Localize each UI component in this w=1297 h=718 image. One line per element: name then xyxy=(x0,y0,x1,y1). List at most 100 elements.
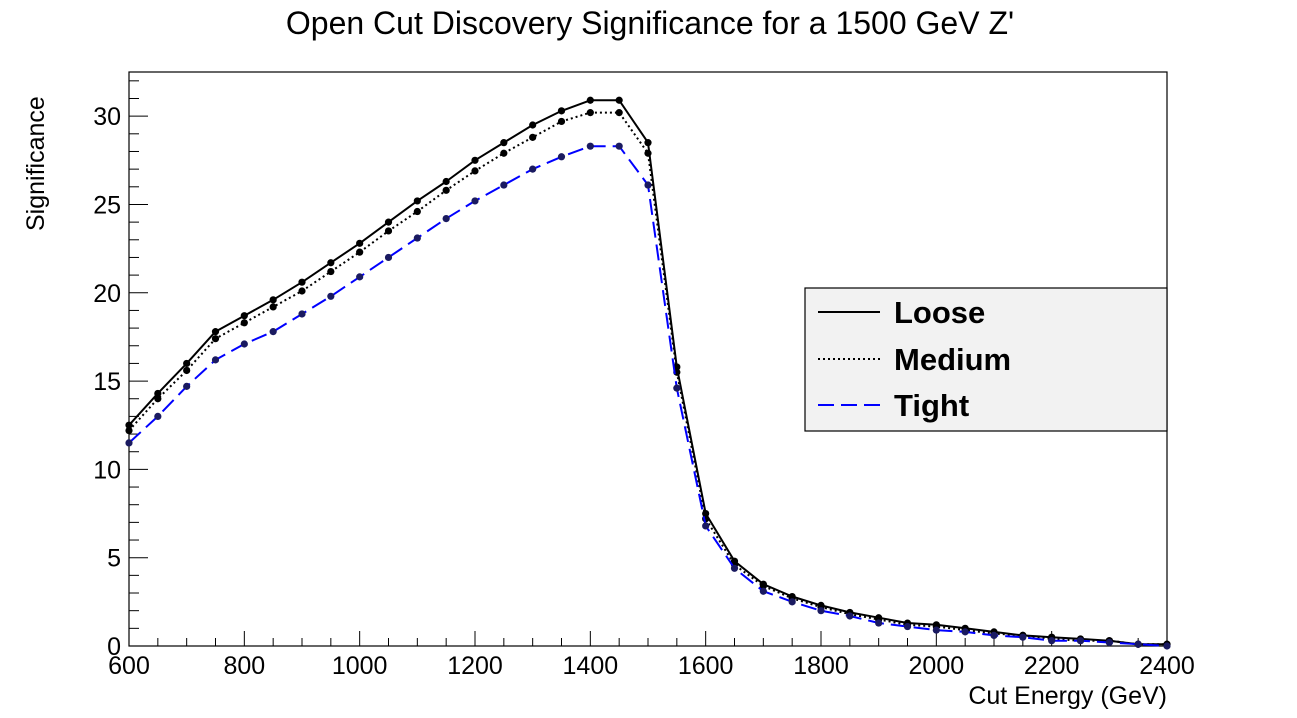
legend-label-loose: Loose xyxy=(894,295,985,330)
x-tick-label: 600 xyxy=(108,652,150,680)
data-point xyxy=(356,248,364,256)
data-point xyxy=(500,181,508,189)
y-axis-label: Significance xyxy=(22,96,50,231)
data-point xyxy=(730,564,739,572)
data-point xyxy=(471,197,479,205)
data-point xyxy=(759,587,767,595)
data-point xyxy=(875,619,883,627)
data-point xyxy=(1134,640,1142,648)
data-point xyxy=(1019,633,1027,641)
x-tick-label: 1800 xyxy=(793,652,849,680)
data-point xyxy=(384,218,393,226)
data-point xyxy=(125,426,133,435)
data-point xyxy=(125,439,133,447)
y-tick-label: 5 xyxy=(107,545,121,573)
data-point xyxy=(240,312,248,320)
data-point xyxy=(269,303,277,311)
data-point xyxy=(183,359,191,368)
data-point xyxy=(529,165,537,173)
legend-label-tight: Tight xyxy=(894,388,969,423)
y-tick-label: 0 xyxy=(107,633,121,661)
x-tick-label: 1400 xyxy=(563,652,619,680)
data-point xyxy=(240,340,248,348)
data-point xyxy=(125,421,133,429)
data-point xyxy=(586,142,594,150)
data-point xyxy=(384,227,393,235)
data-point xyxy=(1048,637,1056,645)
x-tick-label: 1000 xyxy=(332,652,388,680)
data-point xyxy=(557,107,566,115)
data-point xyxy=(557,153,566,161)
data-point xyxy=(471,167,479,175)
data-point xyxy=(356,239,364,247)
data-point xyxy=(990,631,998,640)
x-tick-label: 2200 xyxy=(1024,652,1080,680)
data-point xyxy=(298,310,306,318)
data-point xyxy=(673,384,681,392)
data-point xyxy=(154,412,162,420)
data-point xyxy=(298,287,306,295)
data-point xyxy=(615,96,623,104)
data-point xyxy=(442,186,450,194)
data-point xyxy=(356,273,364,281)
data-point xyxy=(154,395,162,403)
data-point xyxy=(1076,637,1085,645)
x-tick-label: 2000 xyxy=(909,652,965,680)
data-point xyxy=(500,139,508,147)
y-tick-label: 30 xyxy=(93,103,121,131)
y-tick-label: 15 xyxy=(93,368,121,396)
data-point xyxy=(442,177,450,186)
data-point xyxy=(644,181,652,189)
data-point xyxy=(183,382,191,390)
data-point xyxy=(154,389,162,398)
data-point xyxy=(269,296,277,304)
x-tick-label: 1600 xyxy=(678,652,734,680)
data-point xyxy=(269,328,277,336)
y-tick-label: 10 xyxy=(93,456,121,484)
data-point xyxy=(211,335,220,343)
data-point xyxy=(932,626,940,634)
data-point xyxy=(413,207,421,216)
data-point xyxy=(961,628,969,636)
data-point xyxy=(471,156,479,164)
data-point xyxy=(1163,642,1171,650)
data-point xyxy=(557,117,566,126)
data-point xyxy=(615,142,623,150)
data-point xyxy=(529,133,537,141)
data-point xyxy=(846,612,854,620)
data-point xyxy=(384,253,393,262)
series-layer xyxy=(125,96,1171,650)
data-point xyxy=(183,366,191,375)
data-point xyxy=(211,356,220,364)
y-tick-label: 20 xyxy=(93,280,121,308)
data-point xyxy=(759,582,767,590)
data-point xyxy=(586,96,594,104)
data-point xyxy=(413,197,421,205)
data-point xyxy=(586,109,594,117)
y-tick-label: 25 xyxy=(93,191,121,219)
data-point xyxy=(413,234,421,242)
data-point xyxy=(240,319,248,327)
data-point xyxy=(327,267,335,276)
data-point xyxy=(529,121,537,129)
data-point xyxy=(500,149,508,157)
legend-label-medium: Medium xyxy=(894,342,1011,377)
data-point xyxy=(1105,638,1113,647)
data-point xyxy=(644,139,652,147)
data-point xyxy=(817,607,825,615)
data-point xyxy=(644,149,652,157)
data-point xyxy=(442,214,450,223)
data-point xyxy=(702,509,710,518)
data-point xyxy=(702,522,710,530)
x-tick-label: 2400 xyxy=(1139,652,1195,680)
data-point xyxy=(327,259,335,267)
data-point xyxy=(615,109,623,117)
x-tick-label: 800 xyxy=(223,652,265,680)
data-point xyxy=(298,278,306,286)
legend: Loose Medium Tight xyxy=(804,287,1168,432)
data-point xyxy=(211,328,220,336)
x-tick-label: 1200 xyxy=(447,652,503,680)
tick-labels: 600 800 1000 1200 1400 1600 1800 2000 2200 2400 0 5… xyxy=(93,103,1195,680)
data-point xyxy=(327,292,335,300)
chart-title: Open Cut Discovery Significance for a 15… xyxy=(286,5,1014,41)
